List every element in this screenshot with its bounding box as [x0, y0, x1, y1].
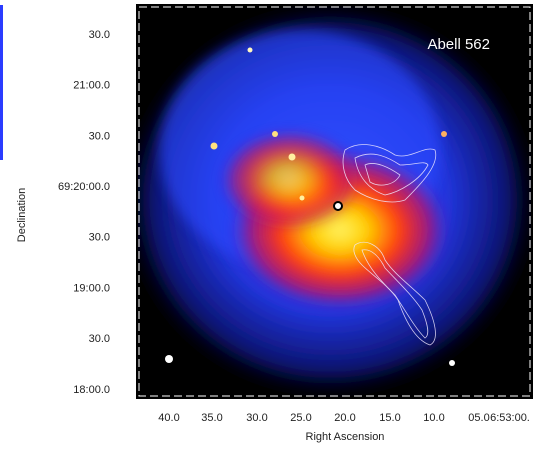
x-tick-label: 05.0 — [468, 412, 489, 424]
x-tick-label: 6:53:00. — [490, 412, 530, 424]
x-tick-label: 10.0 — [423, 412, 444, 424]
x-axis-title: Right Ascension — [306, 431, 385, 443]
y-axis-title: Declination — [16, 188, 28, 242]
y-tick-label: 30.0 — [89, 333, 110, 345]
y-ticks: 30.0 21:00.0 30.0 69:20:00.0 30.0 19:00.0 30.0… — [58, 29, 110, 396]
x-tick-label: 20.0 — [334, 412, 355, 424]
y-tick-label: 69:20:00.0 — [58, 181, 110, 193]
point-sources — [165, 47, 455, 366]
edge-strip — [0, 5, 3, 160]
x-tick-label: 35.0 — [201, 412, 222, 424]
y-tick-label: 21:00.0 — [73, 80, 110, 92]
y-tick-label: 30.0 — [89, 232, 110, 244]
x-ticks: 40.0 35.0 30.0 25.0 20.0 15.0 10.0 05.0 6:53:00. — [158, 412, 530, 424]
image-label: Abell 562 — [427, 36, 490, 53]
x-tick-label: 15.0 — [379, 412, 400, 424]
frame-ticks — [138, 6, 531, 397]
frame — [136, 4, 533, 399]
y-tick-label: 30.0 — [89, 130, 110, 142]
x-tick-label: 25.0 — [290, 412, 311, 424]
y-tick-label: 30.0 — [89, 29, 110, 41]
y-tick-label: 19:00.0 — [73, 282, 110, 294]
sky-image — [137, 5, 532, 398]
x-tick-label: 40.0 — [158, 412, 179, 424]
radio-contours — [342, 144, 437, 346]
x-tick-label: 30.0 — [246, 412, 267, 424]
y-tick-label: 18:00.0 — [73, 384, 110, 396]
